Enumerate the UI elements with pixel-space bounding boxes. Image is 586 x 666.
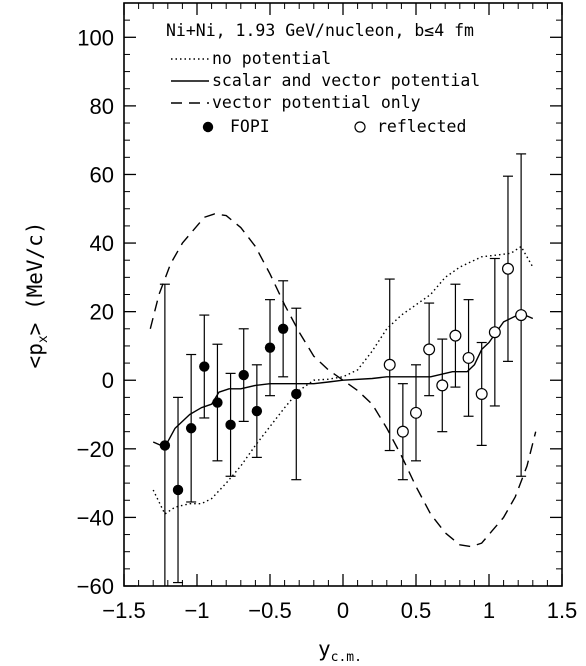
data-point-filled xyxy=(225,420,235,430)
x-tick-label: 1 xyxy=(483,598,495,623)
data-point-open xyxy=(489,327,500,338)
series-line-solid xyxy=(153,313,533,447)
data-point-filled xyxy=(265,342,275,352)
y-axis-label-post: > (MeV/c) xyxy=(23,222,47,336)
y-axis-label-pre: <p xyxy=(23,343,47,368)
chart-title: Ni+Ni, 1.93 GeV/nucleon, b≤4 fm xyxy=(166,21,474,40)
data-point-open xyxy=(503,263,514,274)
y-axis-label: <px> (MeV/c) xyxy=(23,222,51,369)
data-point-filled xyxy=(186,423,196,433)
x-axis-label-sub: c.m. xyxy=(331,650,362,665)
data-point-open xyxy=(450,330,461,341)
x-tick-label: −0.5 xyxy=(248,598,291,623)
data-point-filled xyxy=(160,440,170,450)
x-axis-label: yc.m. xyxy=(318,637,362,665)
data-point-open xyxy=(437,380,448,391)
legend-label: FOPI xyxy=(230,117,270,136)
y-tick-label: −60 xyxy=(77,574,114,599)
data-point-filled xyxy=(212,397,222,407)
legend-label: scalar and vector potential xyxy=(212,71,480,90)
data-point-open xyxy=(397,426,408,437)
plot-border xyxy=(124,3,562,586)
y-tick-label: 60 xyxy=(90,162,114,187)
data-point-open xyxy=(463,353,474,364)
x-tick-label: 1.5 xyxy=(547,598,578,623)
data-point-filled xyxy=(278,324,288,334)
data-point-open xyxy=(384,359,395,370)
data-point-filled xyxy=(239,370,249,380)
y-tick-label: 40 xyxy=(90,231,114,256)
legend-swatch-open xyxy=(355,122,365,132)
legend: no potential scalar and vector potential v… xyxy=(171,49,480,136)
markers-layer xyxy=(160,154,527,586)
x-axis-label-main: y xyxy=(318,637,331,661)
x-tick-label: 0.5 xyxy=(401,598,432,623)
data-point-open xyxy=(411,407,422,418)
data-point-open xyxy=(476,389,487,400)
data-point-open xyxy=(516,310,527,321)
x-tick-label: −1 xyxy=(184,598,209,623)
legend-swatch-filled xyxy=(203,122,213,132)
data-point-filled xyxy=(173,485,183,495)
y-tick-label: 20 xyxy=(90,300,114,325)
y-tick-label: −20 xyxy=(77,437,114,462)
x-tick-label: −1.5 xyxy=(102,598,145,623)
legend-label: no potential xyxy=(212,49,331,68)
y-tick-label: 0 xyxy=(102,368,114,393)
legend-label: reflected xyxy=(377,117,466,136)
legend-label: vector potential only xyxy=(212,93,421,112)
data-point-filled xyxy=(291,389,301,399)
plot-frame xyxy=(124,3,562,586)
x-tick-label: 0 xyxy=(337,598,349,623)
y-axis-label-sub: x xyxy=(36,335,51,343)
data-point-open xyxy=(424,344,435,355)
y-tick-label: 80 xyxy=(90,94,114,119)
series-layer xyxy=(150,214,535,547)
data-point-filled xyxy=(252,406,262,416)
y-tick-label: 100 xyxy=(77,25,114,50)
y-tick-label: −40 xyxy=(77,505,114,530)
data-point-filled xyxy=(199,361,209,371)
